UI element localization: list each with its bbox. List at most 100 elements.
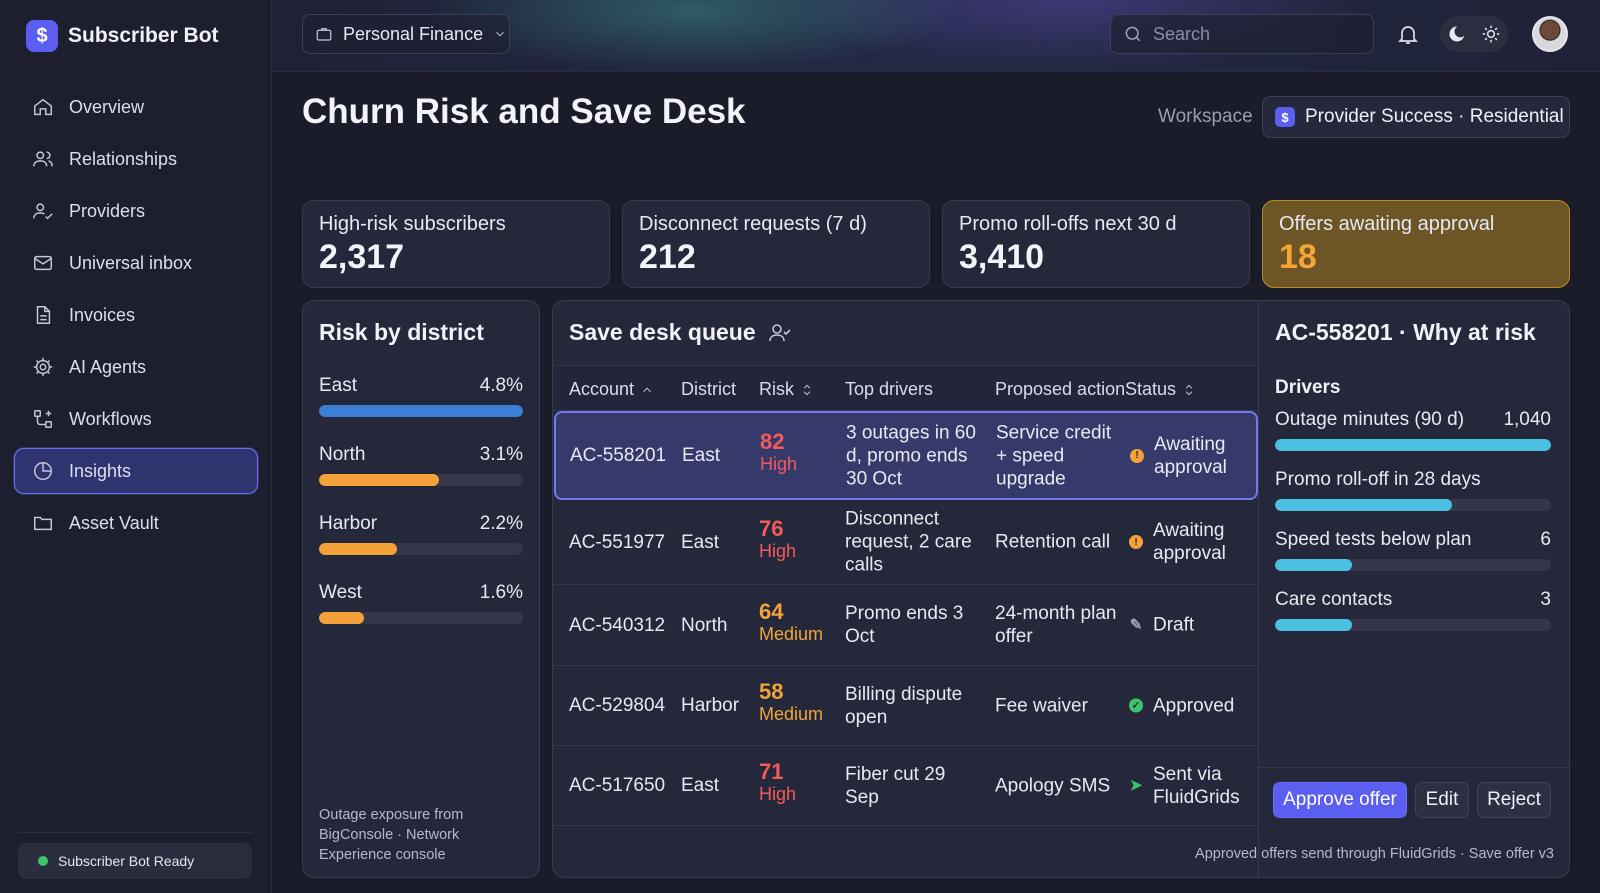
sun-icon: [1482, 25, 1500, 43]
chevron-down-icon: [496, 31, 504, 37]
edit-button[interactable]: Edit: [1415, 782, 1469, 818]
risk-by-district-panel: Risk by district East 4.8% North 3.1% Harbor…: [302, 300, 540, 878]
column-label: Account: [569, 379, 635, 399]
kpi-disconnect-requests[interactable]: Disconnect requests (7 d) 212: [622, 200, 930, 288]
panel-title: AC-558201 · Why at risk: [1275, 319, 1536, 345]
sidebar-item-ai-agents[interactable]: AI Agents: [14, 344, 258, 390]
sidebar-item-label: AI Agents: [69, 356, 147, 377]
save-desk-queue-panel: Save desk queue Account District Risk To…: [552, 300, 1258, 878]
driver-row: Care contacts 3: [1275, 589, 1551, 631]
column-label: Proposed action: [995, 379, 1126, 399]
column-header-account[interactable]: Account: [569, 379, 654, 400]
workspace-selector[interactable]: $ Provider Success · Residential: [1262, 96, 1570, 138]
theme-toggle[interactable]: [1440, 16, 1508, 52]
risk-level: Medium: [759, 704, 824, 724]
approve-offer-button[interactable]: Approve offer: [1273, 782, 1407, 818]
sidebar-item-universal-inbox[interactable]: Universal inbox: [14, 240, 258, 286]
district-bar-fill: [319, 405, 523, 417]
search-icon: [1125, 26, 1141, 42]
workspace-switcher[interactable]: Personal Finance: [302, 14, 510, 54]
column-header-risk[interactable]: Risk: [759, 379, 814, 400]
page-title: Churn Risk and Save Desk: [302, 92, 746, 131]
district-row-north[interactable]: North 3.1%: [319, 444, 523, 486]
sidebar-item-workflows[interactable]: Workflows: [14, 396, 258, 442]
queue-row[interactable]: AC-558201 East 82 High 3 outages in 60 d, pr…: [554, 411, 1258, 500]
bot-status-label: Subscriber Bot Ready: [58, 853, 195, 869]
detail-actions: Approve offer Edit Reject: [1259, 767, 1569, 877]
district-bar-fill: [319, 612, 364, 624]
home-icon: [31, 95, 55, 119]
search-placeholder: Search: [1153, 23, 1211, 44]
status-cell: ✎ Draft: [1129, 614, 1255, 637]
queue-row[interactable]: AC-517650 East 71 High Fiber cut 29 Sep Apolo…: [553, 746, 1258, 826]
district-cell: East: [681, 531, 720, 553]
district-row-east[interactable]: East 4.8%: [319, 375, 523, 417]
bell-icon: [1397, 26, 1419, 44]
sidebar-item-providers[interactable]: Providers: [14, 188, 258, 234]
sidebar-item-overview[interactable]: Overview: [14, 84, 258, 130]
driver-bar-track: [1275, 619, 1551, 631]
driver-bar-track: [1275, 499, 1551, 511]
column-header-proposed-action[interactable]: Proposed action: [995, 379, 1125, 400]
district-name: North: [319, 444, 366, 465]
bot-status[interactable]: Subscriber Bot Ready: [18, 843, 252, 879]
brand-logo: $: [26, 20, 58, 52]
kpi-value: 18: [1279, 238, 1317, 276]
district-cell: North: [681, 614, 728, 636]
sidebar-item-insights[interactable]: Insights: [14, 448, 258, 494]
queue-header: Save desk queue: [569, 319, 792, 346]
reject-button[interactable]: Reject: [1477, 782, 1551, 818]
account-id: AC-558201: [570, 444, 667, 466]
column-header-district[interactable]: District: [681, 379, 736, 400]
kpi-offers-awaiting-approval[interactable]: Offers awaiting approval 18: [1262, 200, 1570, 288]
queue-row[interactable]: AC-540312 North 64 Medium Promo ends 3 Oct 24…: [553, 585, 1258, 666]
kpi-label: High-risk subscribers: [319, 213, 506, 235]
district-rate: 2.2%: [479, 513, 523, 534]
sidebar-item-label: Workflows: [69, 408, 152, 429]
brand[interactable]: $ Subscriber Bot: [26, 20, 219, 52]
risk-score: 64: [759, 598, 784, 624]
user-check-icon[interactable]: [768, 321, 792, 345]
column-header-status[interactable]: Status: [1125, 379, 1196, 400]
notifications-button[interactable]: [1396, 22, 1420, 46]
document-icon: [31, 303, 55, 327]
sidebar-item-invoices[interactable]: Invoices: [14, 292, 258, 338]
panel-title: Save desk queue: [569, 319, 756, 345]
district-bar-fill: [319, 474, 440, 486]
top-drivers-cell: Fiber cut 29 Sep: [845, 763, 946, 808]
user-avatar[interactable]: [1532, 16, 1568, 52]
risk-level: High: [760, 453, 798, 474]
status-dot-icon: [38, 856, 48, 866]
sidebar-item-asset-vault[interactable]: Asset Vault: [14, 500, 258, 546]
risk-level: High: [759, 540, 797, 561]
column-header-top-drivers[interactable]: Top drivers: [845, 379, 933, 400]
search-input[interactable]: Search: [1110, 14, 1374, 54]
proposed-action-cell: Service credit + speed upgrade: [996, 422, 1112, 489]
status-label: Awaiting approval: [1154, 433, 1227, 478]
status-cell: ✓ Approved: [1129, 694, 1255, 717]
column-label: District: [681, 379, 736, 399]
sidebar-item-label: Overview: [69, 96, 145, 117]
risk-score: 71: [759, 759, 784, 784]
column-label: Top drivers: [845, 379, 934, 399]
queue-row[interactable]: AC-551977 East 76 High Disconnect request, 2…: [553, 500, 1258, 585]
proposed-action-cell: 24-month plan offer: [995, 603, 1117, 647]
sidebar-item-label: Asset Vault: [69, 512, 159, 533]
district-row-harbor[interactable]: Harbor 2.2%: [319, 513, 523, 555]
sidebar-divider: [18, 832, 252, 833]
status-label: Awaiting approval: [1153, 520, 1226, 564]
kpi-value: 2,317: [319, 238, 405, 276]
queue-row[interactable]: AC-529804 Harbor 58 Medium Billing dispute o…: [553, 666, 1258, 746]
district-cell: East: [682, 444, 721, 466]
kpi-promo-roll-offs[interactable]: Promo roll-offs next 30 d 3,410: [942, 200, 1250, 288]
district-row-west[interactable]: West 1.6%: [319, 582, 523, 624]
district-bar-track: [319, 543, 523, 555]
driver-row: Promo roll-off in 28 days: [1275, 469, 1551, 511]
moon-icon: [1449, 25, 1467, 42]
district-rate: 3.1%: [479, 444, 523, 465]
kpi-high-risk-subscribers[interactable]: High-risk subscribers 2,317: [302, 200, 610, 288]
sidebar-item-relationships[interactable]: Relationships: [14, 136, 258, 182]
district-bar-fill: [319, 543, 397, 555]
status-label: Sent via FluidGrids: [1153, 763, 1240, 808]
